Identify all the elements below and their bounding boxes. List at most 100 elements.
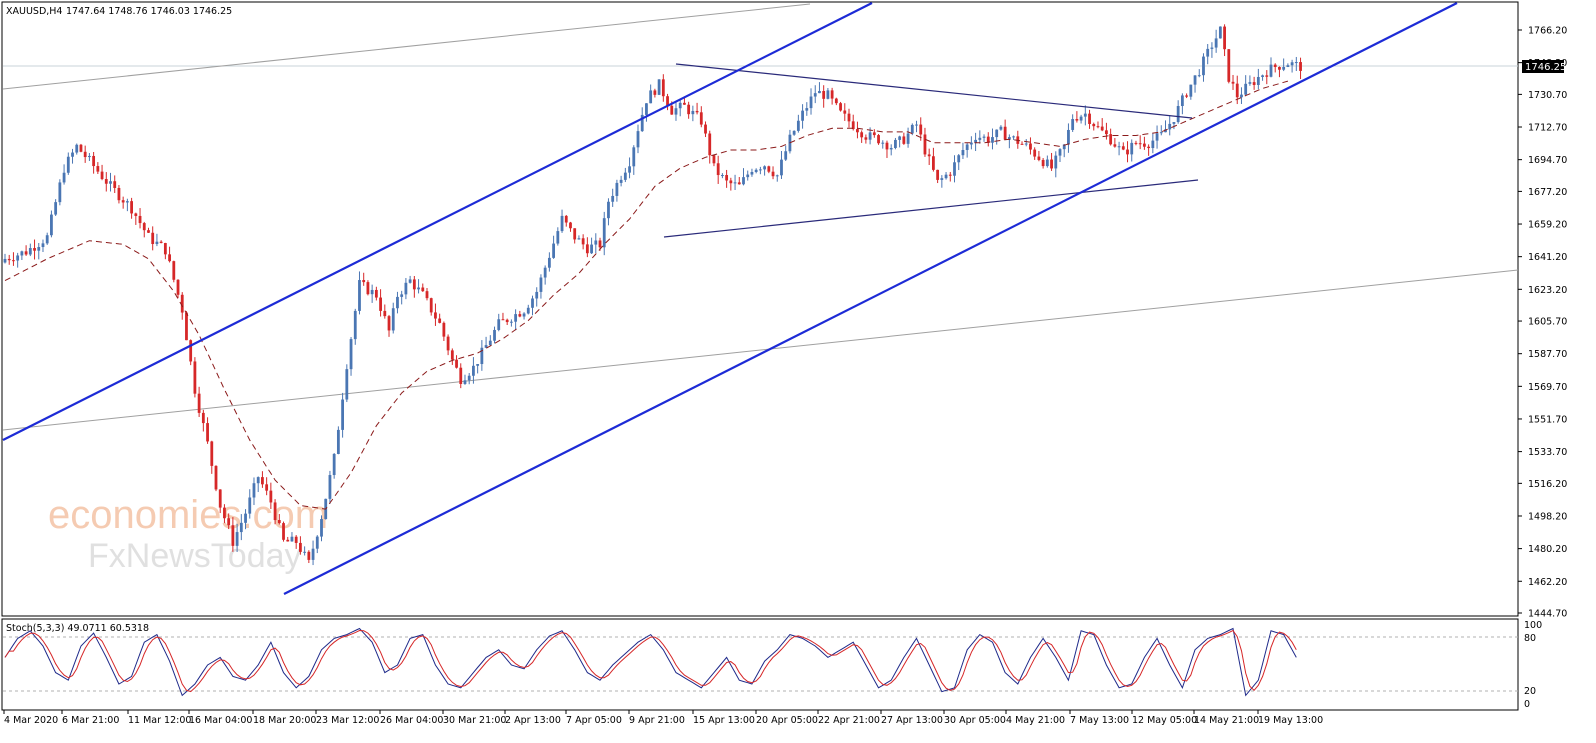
candle-bullish bbox=[1197, 75, 1201, 77]
candle-bearish bbox=[564, 215, 568, 223]
candle-bullish bbox=[1151, 140, 1155, 149]
candle-bullish bbox=[535, 291, 539, 299]
candle-bullish bbox=[628, 166, 631, 173]
candle-bearish bbox=[704, 124, 707, 134]
candle-bullish bbox=[974, 139, 977, 143]
candle-bullish bbox=[649, 90, 653, 104]
candle-bullish bbox=[1083, 113, 1087, 117]
candle-bullish bbox=[463, 380, 467, 384]
candle-bullish bbox=[1244, 83, 1248, 95]
candle-bearish bbox=[864, 137, 868, 140]
candle-bullish bbox=[602, 218, 606, 248]
candle-bullish bbox=[531, 298, 534, 308]
candle-bullish bbox=[1206, 48, 1210, 57]
candle-bullish bbox=[54, 202, 58, 215]
price-axis-label: 1712.70 bbox=[1528, 123, 1567, 134]
candle-bullish bbox=[1071, 119, 1075, 130]
candle-bullish bbox=[577, 238, 581, 240]
candle-bearish bbox=[83, 151, 87, 158]
candle-bearish bbox=[201, 412, 205, 424]
candle-bearish bbox=[518, 314, 522, 317]
candle-bullish bbox=[552, 243, 555, 258]
time-axis-label: 30 Mar 21:00 bbox=[443, 715, 506, 726]
candle-bullish bbox=[1024, 143, 1028, 145]
candle-bullish bbox=[991, 137, 994, 143]
candle-bullish bbox=[1193, 75, 1197, 85]
candle-bullish bbox=[256, 477, 260, 484]
candle-bearish bbox=[1096, 126, 1100, 128]
candle-bearish bbox=[450, 350, 454, 360]
candle-bearish bbox=[79, 144, 83, 152]
candle-bullish bbox=[999, 126, 1003, 130]
candle-bearish bbox=[851, 121, 855, 130]
candle-bearish bbox=[505, 319, 509, 323]
candle-bearish bbox=[725, 175, 729, 181]
candle-bearish bbox=[695, 110, 699, 113]
candle-bullish bbox=[733, 182, 737, 184]
candle-bearish bbox=[1088, 113, 1091, 124]
time-axis-label: 22 Apr 21:00 bbox=[818, 715, 880, 726]
candle-bearish bbox=[1235, 83, 1239, 98]
candle-bearish bbox=[206, 423, 209, 442]
candle-bullish bbox=[560, 215, 564, 232]
candle-bearish bbox=[387, 316, 391, 331]
candle-bearish bbox=[223, 507, 226, 519]
candle-bullish bbox=[758, 169, 762, 171]
candle-bullish bbox=[484, 345, 488, 348]
candle-bearish bbox=[307, 551, 311, 560]
candle-bearish bbox=[113, 181, 117, 188]
candle-bullish bbox=[488, 340, 492, 346]
candle-bearish bbox=[383, 310, 387, 317]
candle-bearish bbox=[1041, 159, 1045, 167]
candle-bearish bbox=[822, 90, 826, 99]
candle-bearish bbox=[273, 502, 277, 521]
price-axis-label: 1605.70 bbox=[1528, 317, 1567, 328]
candle-bearish bbox=[1092, 123, 1096, 127]
candle-bullish bbox=[607, 201, 610, 219]
candle-bearish bbox=[163, 243, 167, 255]
candle-bullish bbox=[636, 131, 640, 148]
candle-bullish bbox=[1172, 122, 1176, 124]
candle-bullish bbox=[315, 536, 319, 549]
price-pane-frame bbox=[1, 1, 1519, 617]
candle-bearish bbox=[459, 367, 463, 384]
stoch-axis-0: 0 bbox=[1524, 699, 1530, 710]
candle-bullish bbox=[611, 195, 615, 202]
price-axis-label: 1551.70 bbox=[1528, 414, 1567, 425]
candle-bullish bbox=[813, 93, 817, 97]
candle-bullish bbox=[796, 120, 800, 131]
candle-bearish bbox=[661, 79, 665, 97]
candle-bearish bbox=[185, 312, 188, 341]
candle-bearish bbox=[168, 254, 171, 262]
watermark-economies: economies.com bbox=[48, 493, 328, 537]
candle-bullish bbox=[826, 90, 830, 99]
watermark-fxnewstoday: FxNewsToday bbox=[88, 537, 302, 575]
candle-bearish bbox=[856, 129, 859, 133]
candle-bullish bbox=[809, 96, 813, 109]
time-axis-label: 16 Mar 04:00 bbox=[189, 715, 252, 726]
candle-bearish bbox=[455, 359, 458, 368]
candle-bullish bbox=[1248, 82, 1252, 84]
candle-bullish bbox=[1079, 116, 1083, 121]
time-axis-label: 9 Apr 21:00 bbox=[629, 715, 685, 726]
candle-bearish bbox=[729, 180, 733, 184]
candle-bullish bbox=[818, 90, 821, 94]
candle-bearish bbox=[1075, 119, 1079, 121]
candle-bearish bbox=[885, 142, 889, 150]
price-axis-label: 1444.70 bbox=[1528, 609, 1567, 620]
candle-bullish bbox=[62, 172, 66, 183]
time-axis-label: 23 Mar 12:00 bbox=[316, 715, 379, 726]
time-axis-label: 7 May 13:00 bbox=[1070, 715, 1129, 726]
candle-bearish bbox=[1227, 49, 1231, 82]
candle-bearish bbox=[425, 291, 429, 299]
candle-bearish bbox=[919, 124, 923, 135]
candle-bullish bbox=[303, 551, 307, 553]
price-axis-label: 1480.20 bbox=[1528, 544, 1567, 555]
candle-bearish bbox=[653, 90, 657, 95]
candle-bullish bbox=[45, 235, 49, 244]
candle-bullish bbox=[1294, 62, 1298, 64]
candle-bearish bbox=[687, 104, 691, 115]
candle-bullish bbox=[645, 103, 648, 115]
candle-bearish bbox=[379, 297, 382, 311]
candle-bullish bbox=[1290, 62, 1294, 66]
